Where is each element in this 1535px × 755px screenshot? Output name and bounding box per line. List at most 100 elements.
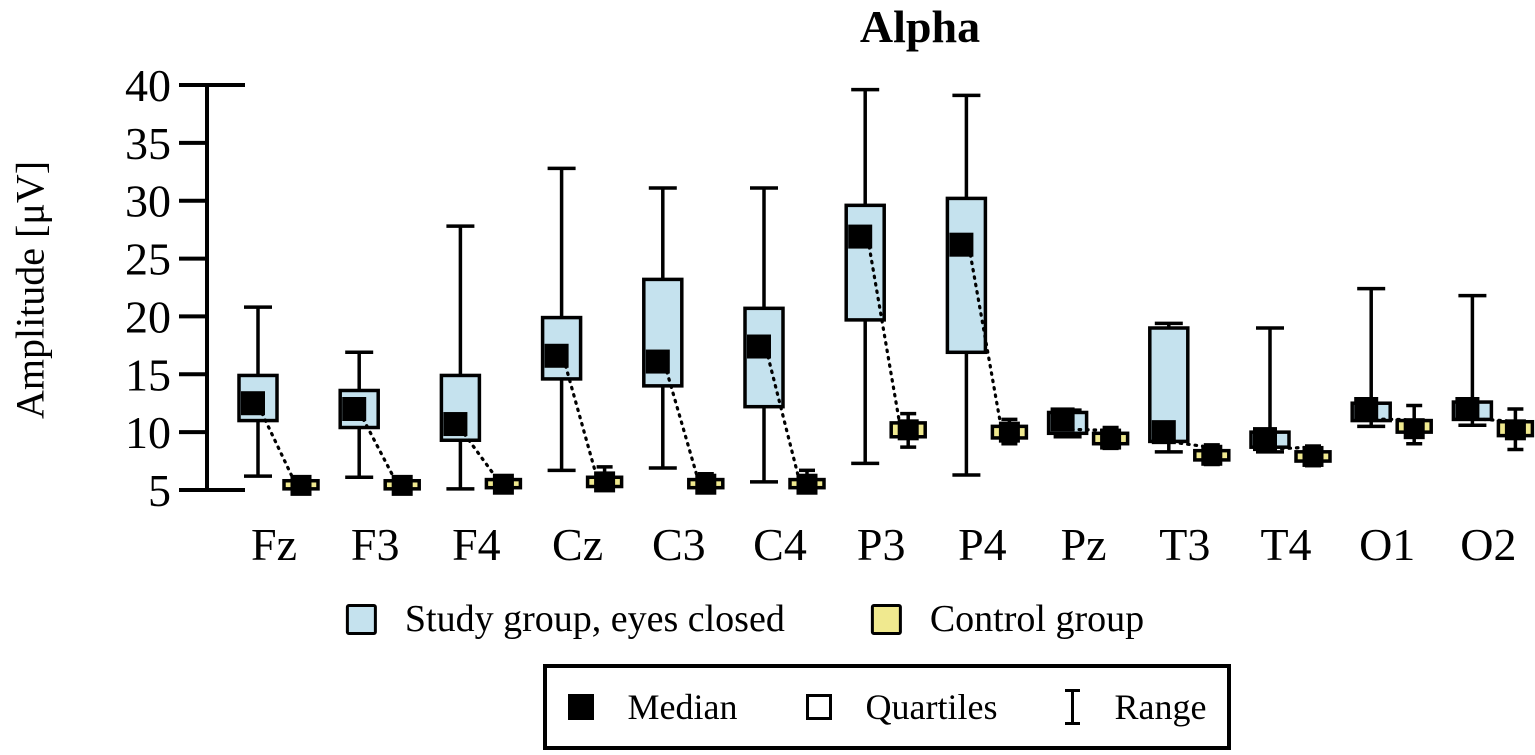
control-box-F3: [383, 474, 421, 496]
x-label-Pz: Pz: [1061, 519, 1107, 570]
marker-legend-box: Median Quartiles Range: [543, 664, 1231, 750]
control-box-F3-median-square: [391, 474, 413, 496]
x-label-F3: F3: [351, 519, 400, 570]
chart-title: Alpha: [859, 1, 981, 52]
control-box-C4-median-square: [796, 473, 818, 495]
median-connector-P3: [867, 244, 901, 423]
control-box-F4: [484, 473, 523, 495]
median-legend-label: Median: [627, 687, 738, 727]
control-box-F4-median-square: [492, 473, 514, 495]
control-box-Fz-median-square: [290, 474, 312, 496]
study-box-Pz: [1046, 407, 1089, 439]
control-box-T4-median-square: [1302, 445, 1324, 467]
study-box-O2-median-square: [1455, 397, 1480, 421]
study-box-Cz: [540, 166, 583, 473]
control-box-O2-median-square: [1504, 419, 1526, 441]
study-box-T4: [1249, 326, 1291, 454]
control-box-Cz-median-square: [594, 471, 616, 493]
y-tick-label-40: 40: [125, 60, 171, 111]
study-box-O2: [1451, 293, 1494, 427]
study-box-F4-median-square: [443, 412, 468, 437]
range-marker-icon: [1065, 689, 1081, 725]
x-label-Fz: Fz: [251, 519, 297, 570]
study-box-P3: [844, 87, 886, 466]
control-box-O1: [1395, 403, 1433, 446]
study-box-Pz-median-square: [1050, 407, 1075, 432]
study-box-T3-median-square: [1151, 420, 1176, 445]
median-marker-icon: [567, 694, 594, 720]
control-box-C4: [788, 468, 826, 495]
study-box-O1-median-square: [1354, 397, 1379, 421]
control-box-C3-median-square: [695, 473, 717, 495]
study-box-Fz: [237, 305, 279, 478]
x-label-P4: P4: [958, 519, 1007, 570]
study-box-P3-median-square: [848, 224, 873, 249]
quartiles-marker-icon: [805, 694, 832, 720]
median-connector-T3: [1171, 440, 1205, 448]
control-box-P3: [889, 411, 927, 449]
median-connector-P4: [968, 253, 1003, 425]
study-box-Cz-median-square: [544, 343, 569, 368]
x-label-O1: O1: [1359, 519, 1415, 570]
study-group-legend-label: Study group, eyes closed: [404, 598, 785, 640]
median-connector-F4: [462, 432, 496, 477]
control-box-T3: [1193, 443, 1231, 467]
y-tick-label-10: 10: [125, 407, 171, 458]
study-box-O1: [1350, 286, 1392, 429]
x-label-O2: O2: [1460, 519, 1516, 570]
median-connector-Pz: [1069, 427, 1104, 432]
range-marker-stem: [1071, 692, 1075, 722]
control-box-Fz: [282, 474, 320, 496]
median-connector-T4: [1272, 445, 1306, 451]
median-connector-C4: [766, 354, 800, 477]
study-box-P4-median-square: [949, 232, 974, 257]
x-label-T4: T4: [1260, 519, 1311, 570]
control-box-Pz: [1091, 425, 1130, 451]
control-group-swatch: [870, 603, 902, 635]
control-box-T3-median-square: [1201, 444, 1223, 466]
control-box-Pz-median-square: [1100, 428, 1122, 450]
study-box-P4: [945, 93, 988, 477]
control-box-T4: [1294, 444, 1332, 468]
x-label-F4: F4: [452, 519, 501, 570]
study-box-F4: [439, 224, 482, 491]
study-box-C3: [642, 186, 684, 470]
study-box-C3-median-square: [645, 349, 670, 374]
control-box-Cz: [585, 465, 624, 493]
study-box-T3: [1148, 321, 1190, 454]
y-tick-label-5: 5: [148, 465, 171, 516]
y-tick-label-20: 20: [125, 291, 171, 342]
x-label-T3: T3: [1159, 519, 1210, 570]
median-connector-C3: [665, 369, 699, 477]
median-connector-O1: [1373, 417, 1407, 422]
study-box-F3-median-square: [342, 397, 367, 421]
x-label-C3: C3: [652, 519, 706, 570]
x-label-Cz: Cz: [552, 519, 603, 570]
x-label-C4: C4: [753, 519, 807, 570]
median-connector-Fz: [260, 411, 294, 478]
study-box-P4-quartile-box: [945, 196, 988, 355]
study-box-F3: [338, 350, 380, 480]
x-label-P3: P3: [857, 519, 906, 570]
y-tick-label-25: 25: [125, 234, 171, 285]
median-connector-Cz: [563, 364, 598, 475]
control-box-P4-median-square: [998, 421, 1020, 443]
control-box-P3-median-square: [897, 419, 919, 441]
study-box-C4: [743, 186, 785, 484]
control-box-O2: [1496, 407, 1535, 452]
control-box-P4: [990, 417, 1029, 446]
series-legend: Study group, eyes closed Control group: [345, 597, 1145, 641]
median-connector-O2: [1474, 417, 1509, 423]
control-box-O1-median-square: [1403, 418, 1425, 440]
y-tick-label-30: 30: [125, 176, 171, 227]
median-connector-F3: [361, 417, 395, 478]
y-tick-label-15: 15: [125, 349, 171, 400]
y-axis-title: Amplitude [μV]: [7, 160, 53, 420]
study-group-swatch: [345, 603, 377, 635]
control-box-C3: [687, 472, 725, 495]
control-group-legend-label: Control group: [929, 598, 1145, 640]
quartiles-legend-label: Quartiles: [865, 687, 998, 727]
study-box-C4-median-square: [747, 334, 771, 359]
